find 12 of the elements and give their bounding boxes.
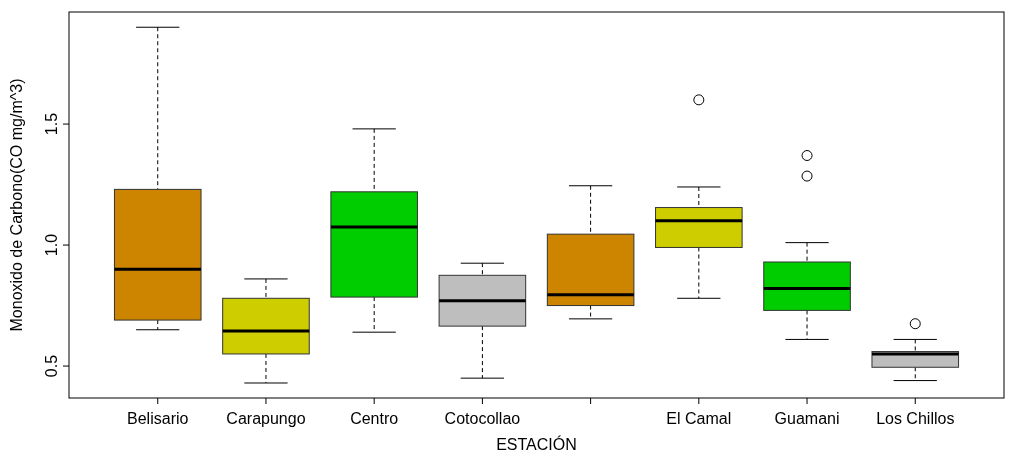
x-axis-title: ESTACIÓN: [496, 435, 577, 453]
y-axis-title: Monoxido de Carbono(CO mg/m^3): [8, 78, 25, 332]
x-tick-label: Cotocollao: [444, 410, 521, 427]
x-tick-label: Carapungo: [226, 410, 306, 427]
x-tick-label: Centro: [350, 410, 399, 427]
y-tick-label: 0.5: [43, 354, 60, 378]
x-tick-label: Belisario: [127, 410, 189, 427]
y-tick-label: 1.5: [43, 112, 60, 136]
y-tick-label: 1.0: [43, 233, 60, 257]
x-tick-label: El Camal: [666, 410, 732, 427]
x-tick-label: Los Chillos: [876, 410, 955, 427]
x-tick-label: Guamani: [774, 410, 840, 427]
